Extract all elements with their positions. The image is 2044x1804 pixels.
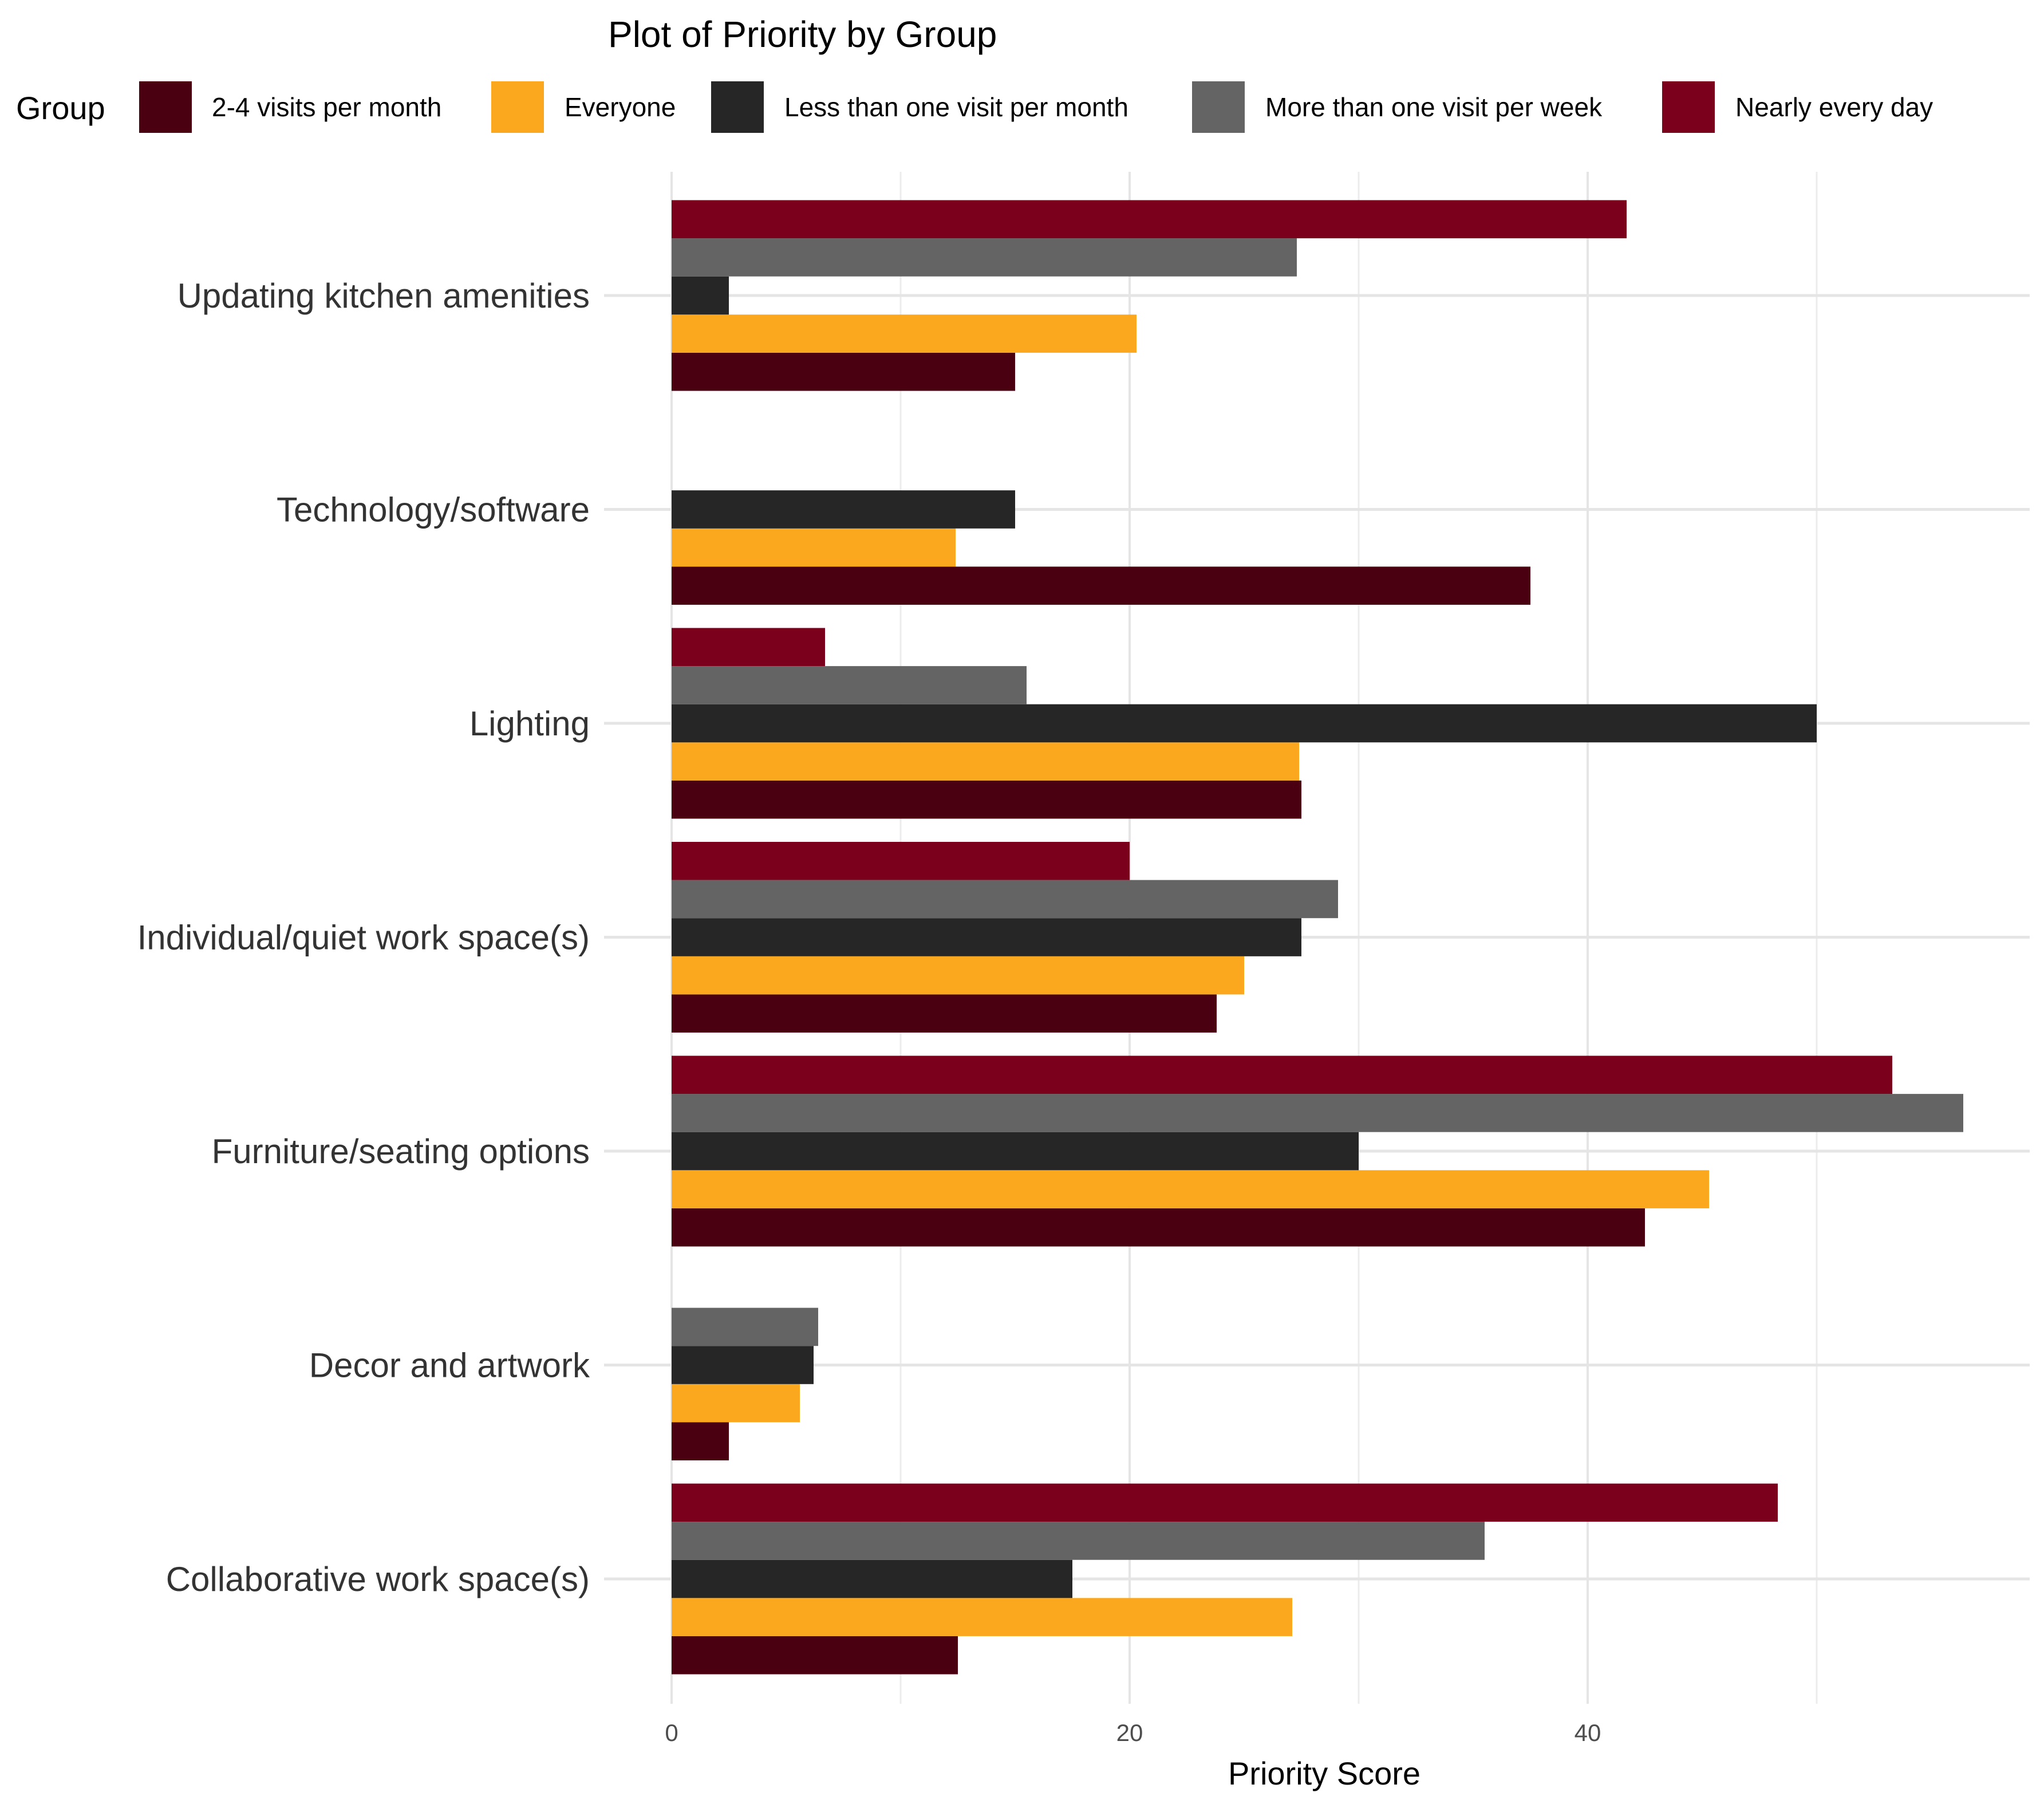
bar (672, 352, 1015, 391)
bar (672, 666, 1027, 704)
bar (672, 1384, 800, 1423)
bar (672, 1346, 814, 1384)
bar (672, 842, 1130, 880)
bar (672, 1094, 1963, 1132)
chart-title: Plot of Priority by Group (608, 14, 997, 55)
y-tick-label: Individual/quiet work space(s) (137, 919, 590, 957)
y-tick-label: Decor and artwork (309, 1346, 590, 1385)
bar (672, 1208, 1645, 1247)
bar (672, 956, 1244, 995)
y-tick-label: Furniture/seating options (212, 1132, 590, 1171)
legend-key (1192, 81, 1245, 133)
x-tick-label: 0 (665, 1719, 678, 1746)
bar (672, 276, 729, 315)
bar-layer (672, 200, 1963, 1675)
bar (672, 1307, 818, 1346)
bar (672, 1483, 1778, 1522)
bar (672, 880, 1338, 919)
bar (672, 1055, 1892, 1094)
bar (672, 780, 1301, 819)
legend-label: Nearly every day (1735, 92, 1933, 122)
legend: Group 2-4 visits per month Everyone Less t… (16, 81, 1933, 133)
bar (672, 490, 1015, 529)
bar (672, 238, 1297, 277)
bar (672, 200, 1627, 239)
legend-title: Group (16, 90, 105, 126)
y-tick-label: Lighting (469, 704, 590, 743)
bar (672, 566, 1530, 605)
x-tick-label: 20 (1116, 1719, 1143, 1746)
bar (672, 528, 956, 567)
bar (672, 994, 1217, 1033)
bar (672, 704, 1817, 743)
bar (672, 1559, 1072, 1598)
bar (672, 314, 1137, 353)
bar (672, 918, 1301, 956)
bar (672, 628, 825, 667)
legend-key (491, 81, 544, 133)
x-axis-label: Priority Score (1228, 1755, 1420, 1791)
bar (672, 1522, 1485, 1560)
axis-layer: Collaborative work space(s) Decor and art… (137, 277, 1601, 1746)
bar (672, 1422, 729, 1460)
bar (672, 1170, 1709, 1208)
bar (672, 1132, 1359, 1171)
legend-label: 2-4 visits per month (212, 92, 441, 122)
bar (672, 1598, 1292, 1636)
legend-key (139, 81, 192, 133)
legend-label: Everyone (565, 92, 676, 122)
y-tick-label: Technology/software (277, 491, 590, 529)
x-tick-label: 40 (1575, 1719, 1601, 1746)
bar (672, 742, 1299, 781)
y-tick-label: Updating kitchen amenities (177, 277, 590, 315)
legend-key (711, 81, 764, 133)
bar (672, 1636, 958, 1675)
legend-label: More than one visit per week (1265, 92, 1603, 122)
y-tick-label: Collaborative work space(s) (166, 1560, 590, 1598)
legend-key (1662, 81, 1715, 133)
legend-label: Less than one visit per month (784, 92, 1128, 122)
